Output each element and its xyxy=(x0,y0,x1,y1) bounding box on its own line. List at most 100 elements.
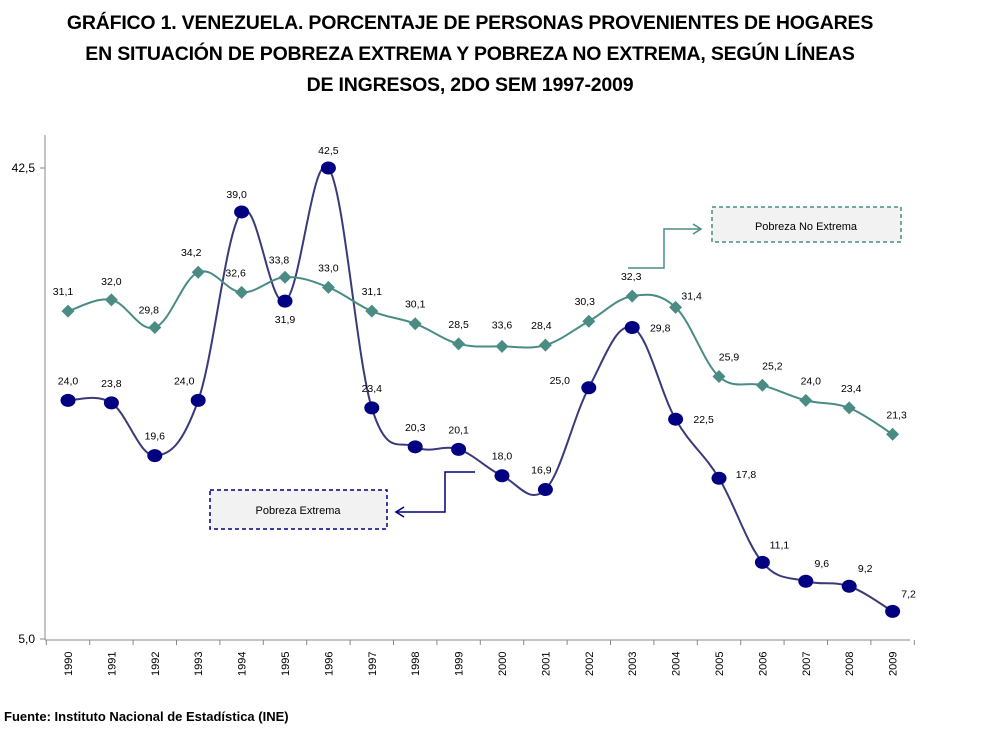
chart-title-line-2: EN SITUACIÓN DE POBREZA EXTREMA Y POBREZ… xyxy=(85,43,855,65)
x-tick-label: 1992 xyxy=(150,652,162,676)
x-tick-label: 2003 xyxy=(627,652,639,676)
x-axis-tick-labels: 1990 1991 1992 1993 1994 1995 1996 1997 1998 1999… xyxy=(63,652,900,676)
chart-title-line-1: GRÁFICO 1. VENEZUELA. PORCENTAJE DE PERS… xyxy=(66,12,874,34)
data-label-pobreza-extrema: 19,6 xyxy=(145,431,166,443)
data-labels: 24,0 23,8 19,6 24,0 39,0 31,9 42,5 23,4 20,3 20,1… xyxy=(53,145,916,600)
marker-pobreza-no-extrema xyxy=(886,427,900,441)
marker-pobreza-no-extrema xyxy=(452,337,466,351)
marker-pobreza-extrema xyxy=(798,574,814,588)
data-label-pobreza-no-extrema: 33,0 xyxy=(318,262,339,274)
data-label-pobreza-no-extrema: 32,3 xyxy=(621,271,642,283)
data-label-pobreza-extrema: 24,0 xyxy=(58,375,79,387)
y-axis-tick-labels: 42,5 5,0 xyxy=(12,161,36,646)
marker-pobreza-no-extrema xyxy=(104,293,118,307)
data-label-pobreza-extrema: 20,3 xyxy=(405,422,426,434)
data-label-pobreza-extrema: 17,8 xyxy=(736,469,757,481)
x-tick-label: 2004 xyxy=(671,652,683,676)
marker-pobreza-no-extrema xyxy=(61,304,75,318)
x-tick-label: 1993 xyxy=(193,652,205,676)
chart-axes xyxy=(40,135,915,645)
marker-pobreza-extrema xyxy=(103,396,119,410)
data-label-pobreza-extrema: 25,0 xyxy=(550,375,571,387)
data-label-pobreza-no-extrema: 23,4 xyxy=(841,383,862,395)
marker-pobreza-extrema xyxy=(147,449,163,463)
marker-pobreza-no-extrema xyxy=(669,300,683,314)
series-line-pobreza-no-extrema xyxy=(67,270,894,436)
x-tick-label: 2000 xyxy=(497,652,509,676)
marker-pobreza-no-extrema xyxy=(148,321,162,335)
marker-pobreza-no-extrema xyxy=(321,280,335,294)
marker-pobreza-no-extrema xyxy=(582,314,596,328)
marker-pobreza-extrema xyxy=(364,401,380,415)
callout-label-pobreza-no-extrema: Pobreza No Extrema xyxy=(755,221,858,233)
data-label-pobreza-extrema: 23,4 xyxy=(362,383,383,395)
x-tick-label: 2001 xyxy=(540,652,552,676)
x-tick-label: 2009 xyxy=(888,652,900,676)
series-markers xyxy=(60,161,901,618)
marker-pobreza-no-extrema xyxy=(799,393,813,407)
marker-pobreza-no-extrema xyxy=(538,338,552,352)
x-tick-label: 1994 xyxy=(237,652,249,676)
data-label-pobreza-no-extrema: 24,0 xyxy=(801,375,822,387)
callout-label-pobreza-extrema: Pobreza Extrema xyxy=(256,505,342,517)
marker-pobreza-no-extrema xyxy=(755,378,769,392)
x-tick-label: 2002 xyxy=(584,652,596,676)
callout-box-pobreza-extrema xyxy=(209,489,388,530)
x-tick-label: 1995 xyxy=(280,652,292,676)
marker-pobreza-no-extrema xyxy=(842,401,856,415)
data-label-pobreza-extrema: 9,6 xyxy=(814,558,829,570)
data-label-pobreza-extrema: 31,9 xyxy=(275,314,296,326)
marker-pobreza-extrema xyxy=(624,321,640,335)
source-note: Fuente: Instituto Nacional de Estadístic… xyxy=(4,709,289,724)
data-label-pobreza-no-extrema: 28,4 xyxy=(531,320,552,332)
marker-pobreza-no-extrema xyxy=(191,265,205,279)
marker-pobreza-extrema xyxy=(320,161,336,175)
marker-pobreza-extrema xyxy=(754,555,770,569)
data-label-pobreza-no-extrema: 25,9 xyxy=(719,351,740,363)
marker-pobreza-extrema xyxy=(668,412,684,426)
marker-pobreza-extrema xyxy=(885,604,901,618)
marker-pobreza-extrema xyxy=(277,294,293,308)
callouts: Pobreza No Extrema Pobreza Extrema xyxy=(209,206,902,530)
data-label-pobreza-no-extrema: 31,1 xyxy=(53,286,74,298)
x-tick-label: 2005 xyxy=(714,652,726,676)
data-label-pobreza-no-extrema: 33,8 xyxy=(269,254,290,266)
x-tick-label: 1998 xyxy=(410,652,422,676)
marker-pobreza-no-extrema xyxy=(495,339,509,353)
marker-pobreza-extrema xyxy=(537,483,553,497)
data-label-pobreza-extrema: 11,1 xyxy=(770,539,790,551)
data-label-pobreza-no-extrema: 21,3 xyxy=(886,409,907,421)
marker-pobreza-no-extrema xyxy=(278,270,292,284)
data-label-pobreza-no-extrema: 34,2 xyxy=(181,247,202,259)
data-label-pobreza-no-extrema: 29,8 xyxy=(139,305,160,317)
marker-pobreza-extrema xyxy=(451,442,467,456)
x-tick-label: 1999 xyxy=(454,652,466,676)
data-label-pobreza-no-extrema: 31,1 xyxy=(362,286,383,298)
data-label-pobreza-no-extrema: 33,6 xyxy=(492,319,513,331)
marker-pobreza-extrema xyxy=(581,381,597,395)
data-label-pobreza-no-extrema: 30,1 xyxy=(405,299,426,311)
marker-pobreza-no-extrema xyxy=(235,285,249,299)
data-label-pobreza-no-extrema: 28,5 xyxy=(448,319,469,331)
marker-pobreza-extrema xyxy=(234,205,250,219)
marker-pobreza-no-extrema xyxy=(712,369,726,383)
marker-pobreza-no-extrema xyxy=(408,317,422,331)
marker-pobreza-extrema xyxy=(190,393,206,407)
data-label-pobreza-extrema: 7,2 xyxy=(901,588,916,600)
data-label-pobreza-extrema: 20,1 xyxy=(448,424,469,436)
marker-pobreza-extrema xyxy=(494,469,510,483)
data-label-pobreza-extrema: 9,2 xyxy=(858,563,873,575)
x-tick-label: 2008 xyxy=(844,652,856,676)
data-label-pobreza-extrema: 23,8 xyxy=(101,378,122,390)
callout-arrowhead-pobreza-extrema xyxy=(394,506,405,518)
data-label-pobreza-no-extrema: 30,3 xyxy=(575,296,596,308)
data-label-pobreza-no-extrema: 25,2 xyxy=(762,360,783,372)
series-line-pobreza-extrema xyxy=(67,165,894,613)
y-tick-label: 42,5 xyxy=(12,161,36,175)
callout-arrowhead-pobreza-no-extrema xyxy=(692,223,703,235)
data-label-pobreza-extrema: 39,0 xyxy=(226,189,247,201)
chart-title-line-3: DE INGRESOS, 2DO SEM 1997-2009 xyxy=(306,74,634,96)
data-label-pobreza-no-extrema: 31,4 xyxy=(681,290,702,302)
x-tick-label: 1996 xyxy=(323,652,335,676)
